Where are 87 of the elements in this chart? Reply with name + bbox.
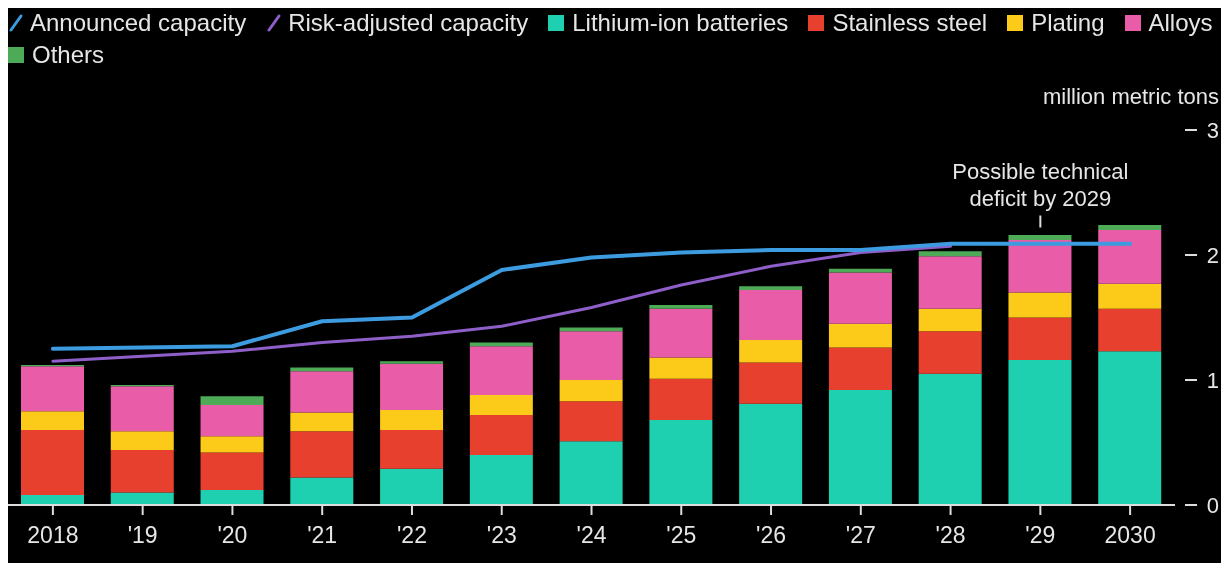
bar	[649, 420, 713, 505]
bar	[380, 361, 444, 364]
bar	[21, 411, 84, 430]
bar	[380, 363, 444, 410]
bar	[828, 390, 892, 505]
legend-label: Stainless steel	[831, 8, 988, 38]
bar	[649, 357, 713, 379]
bar	[828, 268, 892, 273]
bar	[469, 346, 533, 395]
x-tick-label: '26	[756, 522, 787, 549]
bar	[290, 371, 354, 413]
bar	[828, 347, 892, 390]
bar	[739, 290, 803, 340]
x-tick-label: '28	[935, 522, 966, 549]
bar	[1098, 351, 1162, 505]
bar	[1098, 230, 1162, 284]
bar	[1008, 317, 1072, 360]
bar	[1008, 292, 1072, 318]
bar	[1008, 240, 1072, 293]
x-tick-label: '27	[845, 522, 876, 549]
legend-label: Others	[31, 40, 105, 70]
y-tick-label: 0	[1206, 492, 1219, 518]
x-tick-label: '19	[127, 522, 158, 549]
y-tick-label: 2	[1206, 242, 1219, 268]
bar	[380, 468, 444, 505]
bar	[1008, 360, 1072, 505]
line-series	[50, 241, 1133, 351]
bar	[918, 331, 982, 374]
bar	[200, 405, 264, 437]
bar	[110, 386, 174, 432]
x-tick-label: '23	[486, 522, 517, 549]
bar	[469, 415, 533, 455]
y-tick-label: 1	[1206, 367, 1219, 393]
x-tick-label: '21	[307, 522, 338, 549]
bar	[559, 401, 623, 442]
bar	[828, 323, 892, 348]
bar	[290, 412, 354, 432]
x-tick-label: '22	[396, 522, 427, 549]
x-tick-label: 2030	[1104, 522, 1156, 549]
bar	[649, 305, 713, 309]
bar	[110, 431, 174, 450]
bar	[559, 441, 623, 505]
bar	[21, 495, 84, 505]
bar	[380, 410, 444, 430]
bar	[469, 395, 533, 415]
bar	[918, 251, 982, 257]
bar	[739, 403, 803, 505]
bar	[1008, 235, 1072, 240]
bar	[200, 396, 264, 405]
bar	[200, 490, 264, 505]
bar	[21, 430, 84, 495]
bar	[200, 452, 264, 490]
bar	[1098, 308, 1162, 352]
bar	[559, 331, 623, 380]
bar	[828, 272, 892, 324]
legend-label: Risk-adjusted capacity	[287, 8, 529, 38]
legend-label: Plating	[1030, 8, 1105, 38]
bar	[290, 431, 354, 478]
x-tick-label: '24	[576, 522, 607, 549]
legend-label: Lithium-ion batteries	[571, 8, 789, 38]
legend-label: Announced capacity	[29, 8, 247, 38]
bar	[290, 477, 354, 505]
bar	[739, 286, 803, 290]
x-tick-label: 2018	[27, 522, 79, 549]
bar	[1098, 283, 1162, 309]
bar	[918, 373, 982, 505]
bar	[649, 308, 713, 358]
bar	[200, 436, 264, 453]
bar	[918, 256, 982, 309]
bar	[21, 366, 84, 412]
bar	[739, 340, 803, 363]
line-series	[51, 244, 953, 363]
annotation: Possible technical deficit by 2029	[952, 158, 1129, 211]
bar	[739, 362, 803, 404]
bar	[918, 308, 982, 332]
x-tick-label: '29	[1025, 522, 1056, 549]
bar	[110, 450, 174, 493]
bar	[1098, 225, 1162, 230]
x-tick-label: '25	[666, 522, 697, 549]
bar	[559, 380, 623, 402]
bar	[649, 378, 713, 420]
bar	[380, 430, 444, 469]
y-axis-title: million metric tons	[1042, 83, 1219, 109]
x-tick-label: '20	[217, 522, 248, 549]
bar	[469, 455, 533, 505]
y-tick-label: 3	[1206, 117, 1219, 143]
legend-label: Alloys	[1147, 8, 1213, 38]
